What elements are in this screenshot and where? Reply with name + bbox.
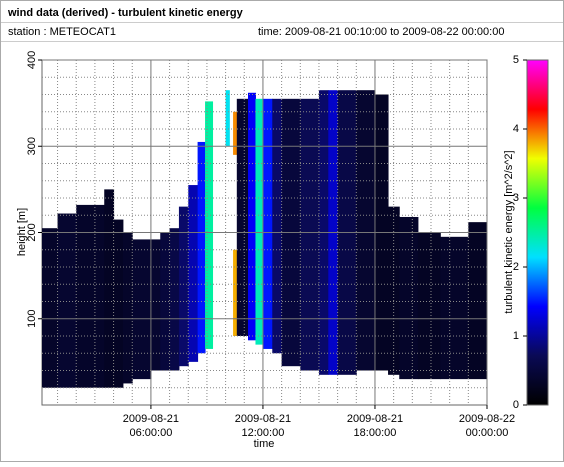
colorbar-tick-label: 3 <box>513 192 519 204</box>
colorbar-tick-label: 2 <box>513 261 519 273</box>
heatmap-cell <box>356 90 376 371</box>
heatmap-cell <box>468 222 488 380</box>
heatmap-cell <box>272 98 283 354</box>
heatmap-cell <box>236 98 249 336</box>
heatmap-cell <box>417 232 441 380</box>
heatmap-cell <box>104 189 115 388</box>
heatmap-cell <box>197 141 206 354</box>
y-tick-label: 100 <box>26 310 38 328</box>
x-tick-label: 18:00:00 <box>354 427 397 439</box>
heatmap-cell <box>399 216 419 380</box>
colorbar <box>526 59 549 406</box>
heatmap-cell <box>57 213 77 388</box>
x-tick-date: 2009-08-21 <box>235 413 291 425</box>
colorbar-tick-label: 1 <box>513 330 519 342</box>
heatmap-cell <box>169 228 180 371</box>
colorbar-label: turbulent kinetic energy [m^2/s^2] <box>503 150 515 313</box>
colorbar-tick-label: 0 <box>513 399 519 411</box>
heatmap-cell <box>188 185 199 362</box>
window-title: wind data (derived) - turbulent kinetic … <box>7 7 244 19</box>
colorbar-tick-label: 4 <box>513 123 519 135</box>
y-axis-label: height [m] <box>16 208 28 256</box>
heatmap-cell <box>225 90 230 147</box>
heatmap-cell <box>262 98 273 349</box>
x-tick-label: 06:00:00 <box>130 427 173 439</box>
heatmap-cell <box>122 232 133 384</box>
heatmap-cell <box>178 206 189 367</box>
heatmap-cell <box>300 98 320 371</box>
heatmap-cell <box>388 206 400 375</box>
heatmap-cell <box>248 92 256 341</box>
x-tick-date: 2009-08-21 <box>347 413 403 425</box>
y-tick-label: 200 <box>26 223 38 241</box>
heatmap-cell <box>233 249 238 336</box>
heatmap-cell <box>440 236 469 380</box>
time-range: time: 2009-08-21 00:10:00 to 2009-08-22 … <box>258 26 504 38</box>
x-axis-label: time <box>254 438 275 450</box>
heatmap-cell <box>76 204 105 388</box>
x-tick-label: 12:00:00 <box>242 427 285 439</box>
heatmap-cell <box>113 219 124 388</box>
y-tick-label: 400 <box>26 51 38 69</box>
heatmap-cell <box>42 228 59 388</box>
y-tick-label: 300 <box>26 137 38 155</box>
x-tick-date: 2009-08-21 <box>123 413 179 425</box>
heatmap-cell <box>233 111 238 155</box>
heatmap-cell <box>205 101 214 349</box>
colorbar-tick-label: 5 <box>513 54 519 66</box>
x-tick-label: 00:00:00 <box>466 427 509 439</box>
x-tick-date: 2009-08-22 <box>459 413 515 425</box>
heatmap-cell <box>132 239 152 380</box>
heatmap-cell <box>255 98 264 345</box>
heatmap-cell <box>150 239 161 371</box>
station: station : METEOCAT1 <box>8 26 116 38</box>
